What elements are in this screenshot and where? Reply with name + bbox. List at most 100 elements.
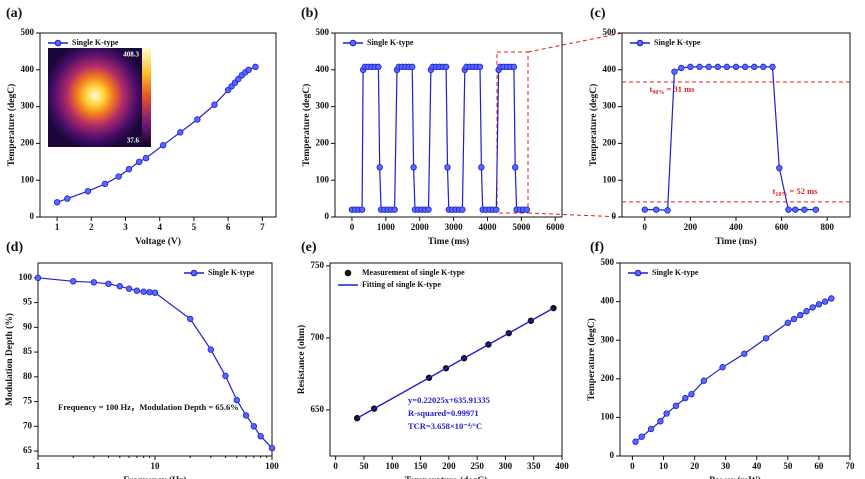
data-point	[84, 188, 92, 195]
x-tick-label: 6	[226, 222, 231, 232]
legend-label: Fitting of single K-type	[362, 280, 441, 289]
annotation: t10% = 52 ms	[773, 186, 819, 198]
legend-label: Single K-type	[72, 38, 119, 47]
data-point	[700, 377, 708, 384]
data-point	[233, 396, 240, 404]
x-tick-label: 100	[265, 461, 279, 471]
data-point	[688, 391, 695, 398]
panel-label: (a)	[6, 6, 23, 21]
y-tick-label: 700	[311, 332, 325, 342]
data-point	[705, 63, 712, 71]
data-point	[760, 63, 767, 71]
data-point	[101, 180, 109, 188]
series-line	[351, 66, 527, 211]
data-point	[133, 287, 141, 294]
x-tick-label: 2	[89, 222, 94, 232]
x-tick-label: 0	[630, 461, 635, 471]
inset-thermal-image: 408.3 37.6	[48, 48, 151, 147]
data-point	[785, 206, 792, 213]
x-tick-label: 4	[157, 222, 162, 232]
y-tick-label: 100	[603, 174, 617, 184]
x-tick-label: 0	[333, 461, 338, 471]
y-axis-title: Temperature (degC)	[588, 84, 599, 167]
data-point	[409, 63, 416, 71]
y-axis-title: Temperature (degC)	[6, 84, 17, 167]
x-tick-label: 5	[192, 222, 197, 232]
annotation-text: = 31 ms	[664, 84, 695, 94]
y-tick-label: 0	[30, 211, 35, 221]
annotation-base: t	[773, 186, 776, 196]
y-tick-label: 100	[601, 411, 615, 421]
x-tick-label: 7	[260, 222, 265, 232]
y-tick-label: 100	[19, 272, 33, 282]
annotation-sub: 10%	[775, 192, 787, 198]
data-point	[116, 283, 123, 290]
data-point	[751, 63, 758, 71]
data-point	[784, 319, 792, 327]
data-point	[142, 154, 150, 162]
annotation-text: y=0.22025x+635.91335	[408, 395, 490, 405]
y-tick-label: 400	[316, 64, 330, 74]
y-tick-label: 300	[21, 101, 35, 111]
x-tick-label: 200	[684, 222, 698, 232]
x-tick-label: 10	[151, 461, 161, 471]
x-tick-label: 800	[820, 222, 834, 232]
series-line	[37, 277, 273, 449]
x-axis-title: Time (ms)	[428, 236, 469, 247]
x-axis-title: Voltage (V)	[135, 236, 181, 247]
y-tick-label: 300	[316, 101, 330, 111]
x-tick-label: 100	[385, 461, 399, 471]
data-point	[187, 315, 194, 323]
colorbar-min: 37.6	[127, 137, 140, 145]
data-point	[732, 63, 740, 71]
y-tick-label: 0	[612, 211, 617, 221]
y-tick-label: 65	[23, 445, 33, 455]
x-tick-label: 350	[527, 461, 541, 471]
annotation-text: = 52 ms	[787, 186, 818, 196]
data-point	[714, 63, 721, 71]
data-point	[375, 63, 382, 71]
x-tick-label: 30	[721, 461, 731, 471]
y-tick-label: 200	[603, 137, 617, 147]
data-point	[678, 64, 685, 72]
x-tick-label: 0	[643, 222, 648, 232]
panel-label: (c)	[590, 6, 606, 21]
y-tick-label: 200	[316, 137, 330, 147]
annotation: R-squared=0.99971	[408, 408, 479, 418]
y-tick-label: 0	[610, 450, 615, 460]
data-point	[776, 164, 783, 172]
y-tick-label: 80	[23, 371, 33, 381]
data-point	[687, 63, 694, 71]
x-tick-label: 300	[499, 461, 513, 471]
data-point	[762, 335, 770, 342]
annotation: Frequency = 100 Hz，Modulation Depth = 65…	[58, 402, 239, 412]
x-tick-label: 2000	[411, 222, 430, 232]
legend-marker	[636, 39, 644, 47]
legend-label: Single K-type	[652, 268, 699, 277]
x-tick-label: 1	[36, 461, 41, 471]
x-tick-label: 1	[55, 222, 60, 232]
data-point	[815, 301, 823, 308]
zoom-connector	[527, 212, 623, 218]
data-point	[682, 394, 689, 402]
legend-marker	[349, 39, 357, 47]
annotation-text: TCR=3.658×10⁻⁴/°C	[408, 421, 482, 431]
x-tick-label: 150	[414, 461, 428, 471]
data-point	[252, 63, 259, 71]
series-line	[635, 297, 832, 443]
plot-frame	[334, 32, 563, 218]
annotation-base: t	[650, 84, 653, 94]
data-point	[641, 206, 648, 213]
y-tick-label: 70	[23, 420, 33, 430]
annotation-sub: 90%	[652, 90, 664, 96]
data-point	[653, 206, 660, 213]
annotation-text: R-squared=0.99971	[408, 408, 479, 418]
plot-frame	[619, 262, 851, 457]
y-tick-label: 90	[23, 321, 33, 331]
data-point	[222, 372, 229, 380]
x-tick-label: 70	[846, 461, 856, 471]
data-point	[211, 101, 218, 108]
data-point	[638, 433, 645, 440]
y-tick-label: 300	[603, 101, 617, 111]
